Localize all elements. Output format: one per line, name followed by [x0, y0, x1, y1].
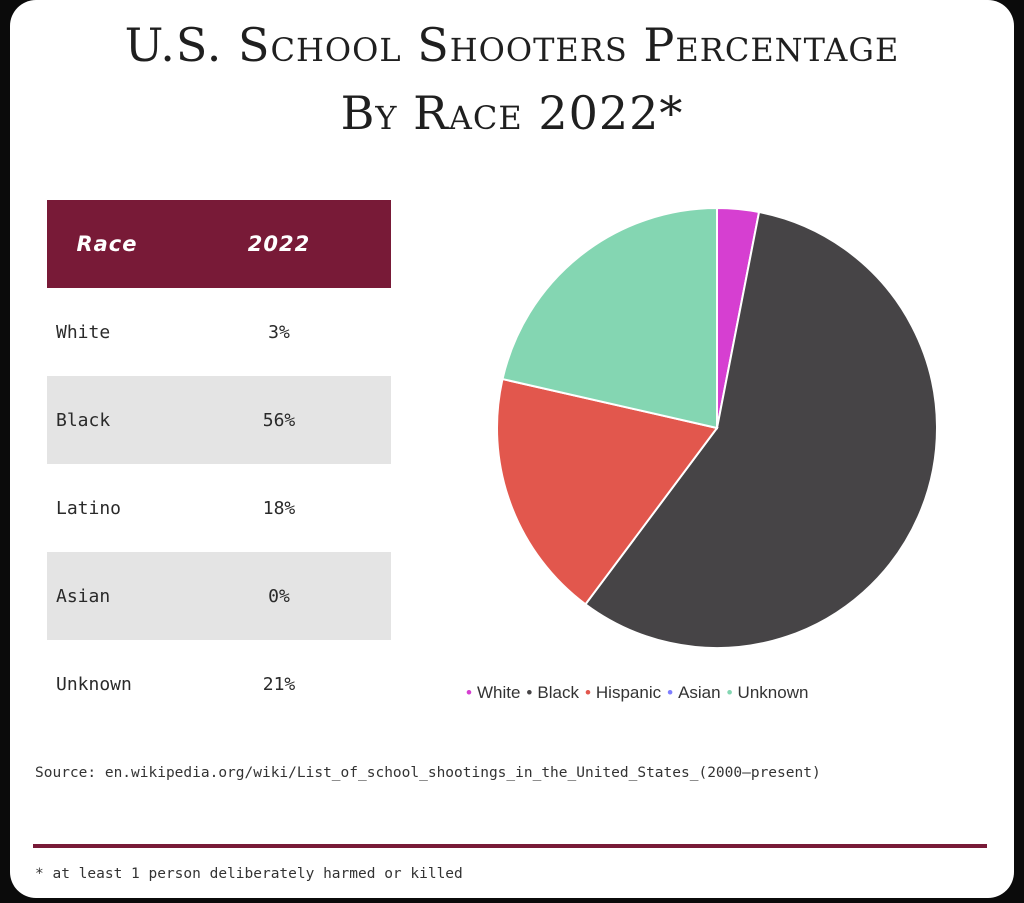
chart-legend: • White • Black • Hispanic • Asian • Unknown — [466, 683, 976, 703]
race-table: Race 2022 White 3% Black 56% Latino 18% … — [47, 200, 391, 728]
pie-slice-hispanic — [496, 377, 719, 606]
legend-dot: • — [584, 683, 591, 702]
race-cell: Black — [47, 376, 167, 464]
legend-label: Asian — [678, 683, 721, 702]
legend-label: Unknown — [737, 683, 809, 702]
legend-item-hispanic: • Hispanic — [585, 683, 661, 702]
legend-item-unknown: • Unknown — [727, 683, 809, 702]
title-line-1: U.S. School Shooters Percentage — [124, 18, 900, 72]
legend-label: Black — [537, 683, 579, 702]
pie-chart — [496, 206, 938, 649]
value-cell: 3% — [268, 321, 290, 343]
race-cell: White — [56, 321, 111, 343]
legend-dot: • — [667, 683, 674, 702]
value-cell: 18% — [262, 497, 296, 519]
legend-label: Hispanic — [595, 683, 662, 702]
legend-dot: • — [466, 683, 472, 702]
race-cell: Asian — [47, 552, 167, 640]
table-row: Latino 18% — [47, 464, 391, 552]
header-race: Race — [47, 200, 167, 288]
infographic-card: U.S. School Shooters Percentage By Race … — [10, 0, 1014, 898]
legend-dot: • — [526, 683, 533, 702]
pie-slice-unknown — [501, 206, 718, 430]
legend-item-white: • White — [466, 683, 520, 702]
table-row: Black 56% — [47, 376, 391, 464]
value-cell: 21% — [262, 673, 296, 695]
value-cell: 0% — [167, 552, 391, 640]
legend-item-black: • Black — [526, 683, 579, 702]
divider-rule — [33, 844, 987, 848]
race-cell: Latino — [56, 497, 122, 519]
table-header-row: Race 2022 — [47, 200, 391, 288]
table-row: Asian 0% — [47, 552, 391, 640]
pie-slice-black — [584, 210, 938, 649]
table-row: Unknown 21% — [47, 640, 391, 728]
source-note: Source: en.wikipedia.org/wiki/List_of_sc… — [35, 765, 821, 781]
race-cell: Unknown — [56, 673, 132, 695]
header-year: 2022 — [167, 200, 391, 288]
legend-dot: • — [726, 683, 733, 702]
legend-label: White — [476, 683, 521, 702]
title-line-2: By Race 2022* — [340, 86, 684, 140]
legend-item-asian: • Asian — [667, 683, 720, 702]
footnote: * at least 1 person deliberately harmed … — [35, 866, 463, 882]
table-row: White 3% — [47, 288, 391, 376]
value-cell: 56% — [167, 376, 391, 464]
